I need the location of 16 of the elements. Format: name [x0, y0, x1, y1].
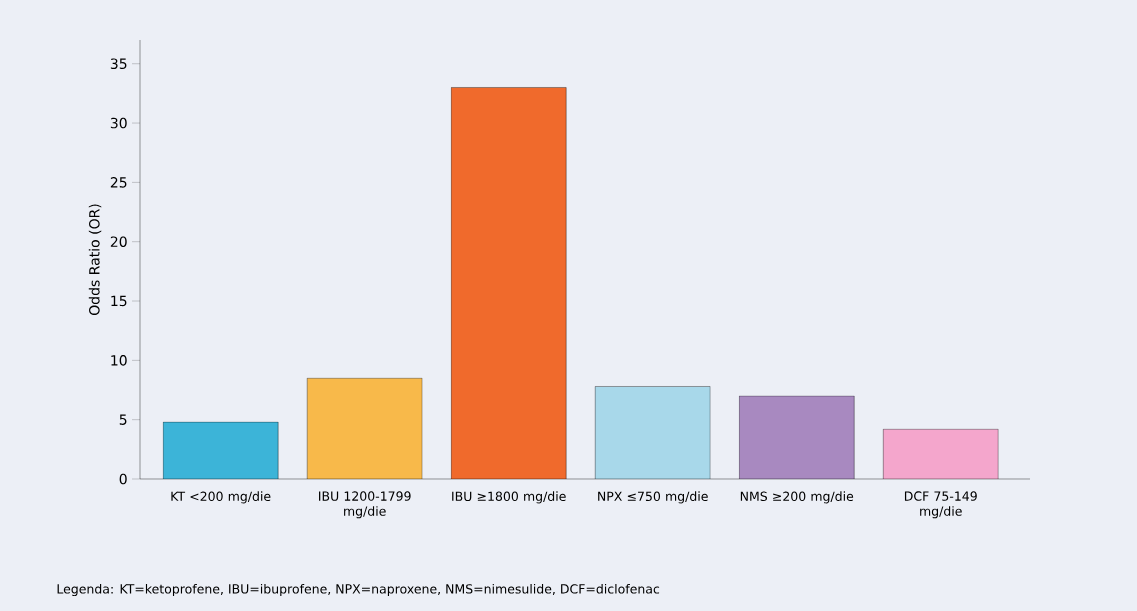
- x-tick-label: DCF 75-149 mg/die: [904, 491, 977, 519]
- y-tick-label: 0: [119, 473, 127, 485]
- x-tick-label: KT <200 mg/die: [171, 491, 271, 504]
- y-axis-title: Odds Ratio (OR): [88, 204, 102, 316]
- y-tick-label: 20: [110, 236, 127, 247]
- text: Legenda: KT=ketoprofene, IBU=ibuprofene, NPX=naproxene, NMS=nimesulide, DCF=diclofenac: [57, 583, 660, 597]
- y-tick-label: 15: [111, 295, 127, 307]
- x-tick-label: IBU 1200-1799 mg/die: [319, 491, 411, 519]
- y-tick-label: 5: [119, 414, 127, 425]
- y-tick-label: 25: [110, 177, 127, 188]
- x-tick-label: NPX ≤750 mg/die: [598, 491, 708, 504]
- y-tick-label: 30: [110, 117, 127, 129]
- y-tick-label: 10: [111, 355, 127, 366]
- y-tick-label: 35: [110, 58, 127, 70]
- x-tick-label: IBU ≥1800 mg/die: [452, 491, 566, 504]
- x-tick-label: NMS ≥200 mg/die: [740, 491, 854, 504]
